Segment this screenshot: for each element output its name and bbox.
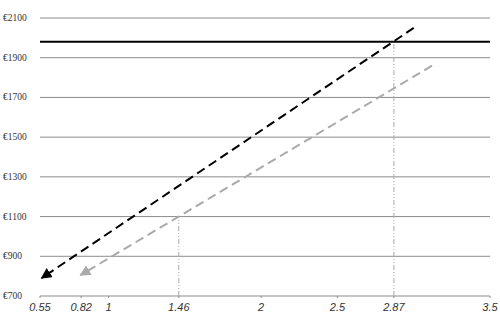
y-tick-label: €1700 <box>3 92 27 102</box>
y-tick-label: €1900 <box>3 53 27 63</box>
x-tick <box>490 296 491 298</box>
y-tick-label: €1100 <box>3 212 27 222</box>
x-tick <box>337 296 338 298</box>
plot-area <box>40 28 490 296</box>
x-tick-label: 3.5 <box>482 301 498 313</box>
y-tick-label: €1300 <box>3 172 27 182</box>
grid-line <box>40 137 490 138</box>
x-tick-label: 2 <box>257 301 264 313</box>
x-tick-label: 2.87 <box>382 301 405 313</box>
grid-line <box>40 57 490 58</box>
y-tick-label: €2100 <box>3 13 27 23</box>
x-tick <box>108 296 109 298</box>
x-tick-label: 1 <box>106 301 112 313</box>
x-tick-label: 0.82 <box>70 301 91 313</box>
grid-line <box>40 216 490 217</box>
y-tick-label: €900 <box>3 251 22 261</box>
grid-line <box>40 256 490 257</box>
x-tick <box>261 296 262 298</box>
y-tick-label: €700 <box>3 291 22 301</box>
series-line <box>178 217 179 296</box>
x-tick <box>178 296 179 298</box>
series-line <box>80 66 432 275</box>
x-tick-label: 1.46 <box>168 301 190 313</box>
grid-line <box>40 296 490 297</box>
x-tick-label: 2.5 <box>329 301 346 313</box>
grid-line <box>40 176 490 177</box>
series-line <box>40 41 490 43</box>
x-tick <box>81 296 82 298</box>
x-tick-label: 0.55 <box>29 301 51 313</box>
series-line <box>393 42 394 296</box>
y-tick-label: €1500 <box>3 132 27 142</box>
chart: €700 €900 €1100 €1300 €1500 €1700 €1900 €2100 0.… <box>0 0 500 316</box>
series-line <box>42 28 414 278</box>
grid-line <box>40 18 490 19</box>
x-tick <box>393 296 394 298</box>
grid-line <box>40 97 490 98</box>
x-tick <box>40 296 41 298</box>
grid <box>40 18 490 296</box>
